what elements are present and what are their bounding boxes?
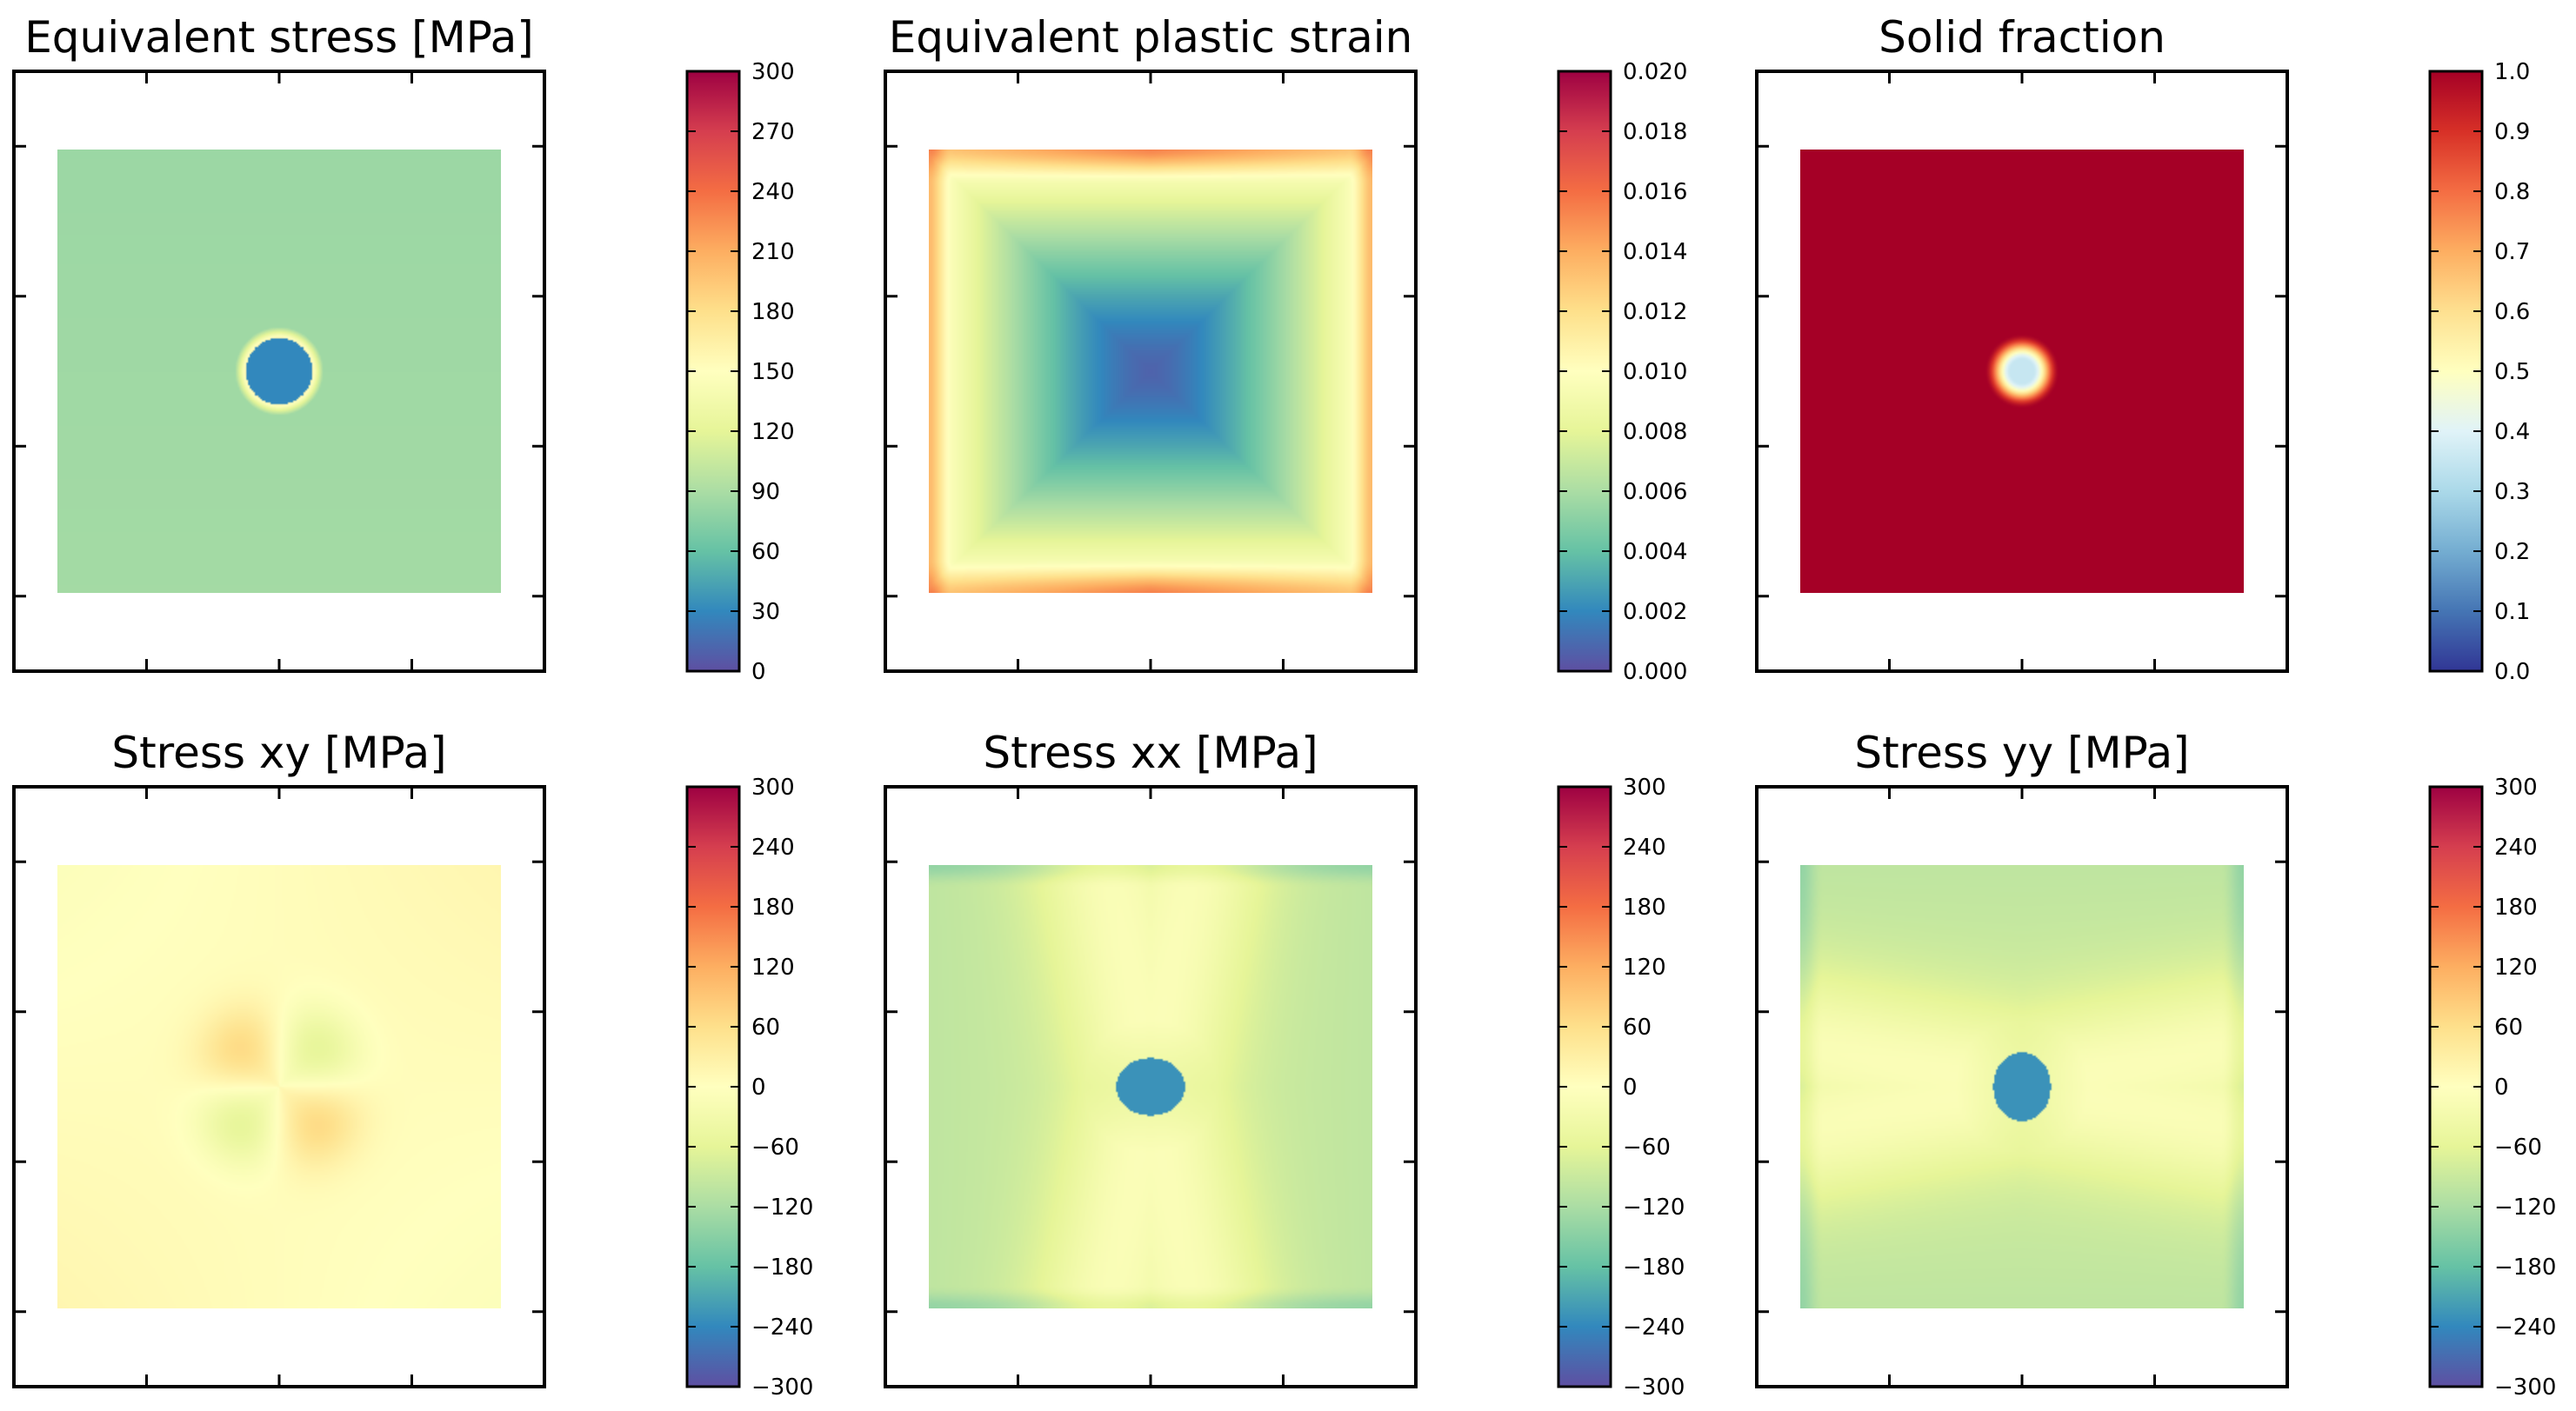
heatmap-image — [57, 865, 501, 1308]
colorbar-tick-label: 0.004 — [1623, 539, 1687, 565]
heatmap-image — [929, 865, 1372, 1308]
colorbar-tick-label: 0.018 — [1623, 119, 1687, 145]
colorbar-tick-label: 0.014 — [1623, 239, 1687, 265]
colorbar-tick-label: 180 — [2494, 895, 2538, 921]
colorbar-tick-label: 240 — [1623, 835, 1666, 861]
colorbar-tick-label: 1.0 — [2494, 59, 2530, 85]
colorbar-tick-label: 0 — [751, 1075, 766, 1101]
colorbar-tick-label: 0.002 — [1623, 599, 1687, 625]
colorbar-tick-label: 120 — [1623, 955, 1666, 981]
colorbar-tick-label: −120 — [2494, 1195, 2556, 1221]
colorbar-tick-label: −120 — [1623, 1195, 1685, 1221]
colorbar-tick-label: 210 — [751, 239, 795, 265]
panel-solid-fraction: Solid fraction 0.0 0.1 0.2 0.3 0.4 0.5 0.6 0.7 0.… — [1755, 12, 2530, 685]
colorbar-tick-label: 0.8 — [2494, 179, 2530, 205]
colorbar-tick-label: 180 — [751, 895, 795, 921]
colorbar-tick-label: 150 — [751, 359, 795, 385]
colorbar-tick-label: 0.6 — [2494, 299, 2530, 325]
colorbar-tick-label: 0 — [751, 659, 766, 685]
colorbar-tick-label: 0.3 — [2494, 479, 2530, 505]
colorbar-tick-label: 270 — [751, 119, 795, 145]
panel-plastic-strain: Equivalent plastic strain 0.000 0.002 0.004… — [884, 12, 1687, 685]
colorbar-tick-label: −60 — [2494, 1135, 2542, 1161]
colorbar-tick-label: 0.7 — [2494, 239, 2530, 265]
colorbar-tick-label: 240 — [751, 179, 795, 205]
heatmap-image — [57, 150, 501, 593]
panel-title: Stress xx [MPa] — [983, 728, 1318, 778]
colorbar-tick-label: 240 — [751, 835, 795, 861]
colorbar-tick-label: −240 — [751, 1314, 813, 1341]
colorbar-tick-label: −60 — [751, 1135, 799, 1161]
heatmap-image — [929, 150, 1372, 593]
panel-normal-stress-xx: Stress xx [MPa] −300 −240 −180 −120 −60 0 60 120… — [884, 728, 1685, 1401]
colorbar-tick-label: 0 — [2494, 1075, 2509, 1101]
colorbar-tick-label: 180 — [1623, 895, 1666, 921]
colorbar-tick-label: 240 — [2494, 835, 2538, 861]
colorbar-tick-label: 0.0 — [2494, 659, 2530, 685]
colorbar-tick-label: 300 — [2494, 775, 2538, 801]
panel-von-mises-stress: Equivalent stress [MPa] 0 30 60 90 120 150 180 2… — [12, 12, 795, 685]
colorbar-tick-label: 120 — [2494, 955, 2538, 981]
colorbar-tick-label: 0.5 — [2494, 359, 2530, 385]
colorbar-tick-label: 0.9 — [2494, 119, 2530, 145]
colorbar-tick-label: 30 — [751, 599, 780, 625]
colorbar-tick-label: −300 — [2494, 1374, 2556, 1401]
panel-title: Equivalent plastic strain — [889, 12, 1413, 63]
colorbar-tick-label: 180 — [751, 299, 795, 325]
colorbar-tick-label: 0.016 — [1623, 179, 1687, 205]
colorbar-tick-label: −180 — [1623, 1255, 1685, 1281]
heatmap-image — [1800, 865, 2244, 1308]
colorbar-tick-label: 300 — [751, 59, 795, 85]
colorbar-tick-label: 0.2 — [2494, 539, 2530, 565]
panel-title: Stress xy [MPa] — [111, 728, 446, 778]
colorbar-tick-label: −180 — [2494, 1255, 2556, 1281]
colorbar-tick-label: 0.010 — [1623, 359, 1687, 385]
colorbar-tick-label: −300 — [751, 1374, 813, 1401]
colorbar-tick-label: −240 — [1623, 1314, 1685, 1341]
colorbar-tick-label: 90 — [751, 479, 780, 505]
panels: Equivalent stress [MPa] 0 30 60 90 120 150 180 2… — [12, 12, 2556, 1401]
colorbar-tick-label: 60 — [2494, 1015, 2523, 1041]
colorbar-tick-label: −240 — [2494, 1314, 2556, 1341]
panel-normal-stress-yy: Stress yy [MPa] −300 −240 −180 −120 −60 0 60 120… — [1755, 728, 2556, 1401]
panel-title: Stress yy [MPa] — [1854, 728, 2189, 778]
colorbar-tick-label: 0.006 — [1623, 479, 1687, 505]
colorbar-tick-label: 0.008 — [1623, 419, 1687, 445]
heatmap-image — [1800, 150, 2244, 593]
colorbar-tick-label: −60 — [1623, 1135, 1671, 1161]
colorbar-tick-label: −300 — [1623, 1374, 1685, 1401]
colorbar-tick-label: 0.1 — [2494, 599, 2530, 625]
colorbar-tick-label: −180 — [751, 1255, 813, 1281]
colorbar-tick-label: 60 — [751, 1015, 780, 1041]
colorbar-tick-label: 60 — [1623, 1015, 1652, 1041]
colorbar-tick-label: 300 — [751, 775, 795, 801]
panel-title: Solid fraction — [1879, 12, 2166, 63]
colorbar-tick-label: −120 — [751, 1195, 813, 1221]
colorbar-tick-label: 120 — [751, 955, 795, 981]
colorbar-tick-label: 0.4 — [2494, 419, 2530, 445]
colorbar-tick-label: 60 — [751, 539, 780, 565]
panel-shear-stress: Stress xy [MPa] −300 −240 −180 −120 −60 0 60 120… — [12, 728, 813, 1401]
colorbar-tick-label: 300 — [1623, 775, 1666, 801]
colorbar-tick-label: 0.012 — [1623, 299, 1687, 325]
colorbar-tick-label: 120 — [751, 419, 795, 445]
colorbar-tick-label: 0.000 — [1623, 659, 1687, 685]
colorbar-tick-label: 0 — [1623, 1075, 1638, 1101]
colorbar-tick-label: 0.020 — [1623, 59, 1687, 85]
panel-title: Equivalent stress [MPa] — [24, 12, 534, 63]
